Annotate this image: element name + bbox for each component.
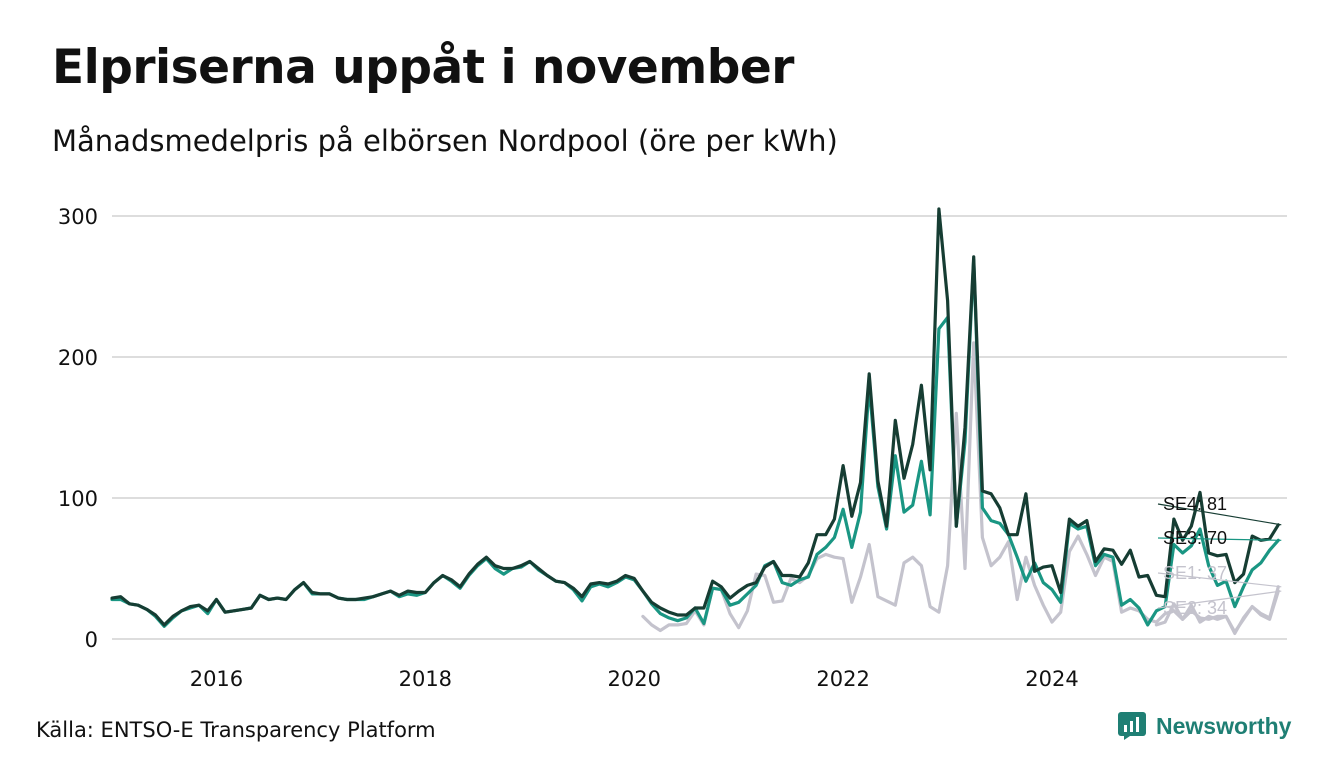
chart-subtitle: Månadsmedelpris på elbörsen Nordpool (ör… (52, 124, 838, 158)
x-tick-label: 2016 (190, 667, 243, 691)
y-axis-ticks: 0 100 200 300 (58, 205, 98, 652)
brand-logo: Newsworthy (1118, 712, 1291, 740)
y-tick-label: 100 (58, 487, 98, 511)
leader-line-se1 (1157, 572, 1282, 588)
chart-title: Elpriserna uppåt i november (52, 40, 794, 95)
end-label-se4: SE4: 81 (1163, 494, 1227, 514)
gridlines (112, 215, 1287, 640)
y-tick-label: 200 (58, 346, 98, 370)
series-line-se1 (1154, 585, 1280, 634)
brand-name: Newsworthy (1156, 712, 1292, 739)
x-tick-label: 2018 (399, 667, 452, 691)
series-end-labels: SE4: 81 SE3: 70 SE1: 37 SE2: 34 (1157, 494, 1282, 618)
newsworthy-logo-icon (1118, 712, 1146, 740)
end-label-se1: SE1: 37 (1163, 563, 1227, 583)
end-label-se2: SE2: 34 (1163, 598, 1227, 618)
series-line-se4 (110, 207, 1280, 627)
source-note: Källa: ENTSO-E Transparency Platform (36, 718, 436, 742)
x-tick-label: 2020 (607, 667, 660, 691)
end-label-se3: SE3: 70 (1163, 528, 1227, 548)
series-line-se3 (110, 258, 1280, 628)
x-tick-label: 2024 (1025, 667, 1078, 691)
leader-line-se2 (1157, 590, 1282, 609)
y-tick-label: 300 (58, 205, 98, 229)
series-lines (110, 207, 1280, 635)
y-tick-label: 0 (85, 628, 98, 652)
leader-line-se4 (1157, 503, 1282, 526)
x-axis-ticks: 2016 2018 2020 2022 2024 (190, 667, 1079, 691)
leader-line-se3 (1157, 537, 1282, 541)
x-tick-label: 2022 (816, 667, 869, 691)
